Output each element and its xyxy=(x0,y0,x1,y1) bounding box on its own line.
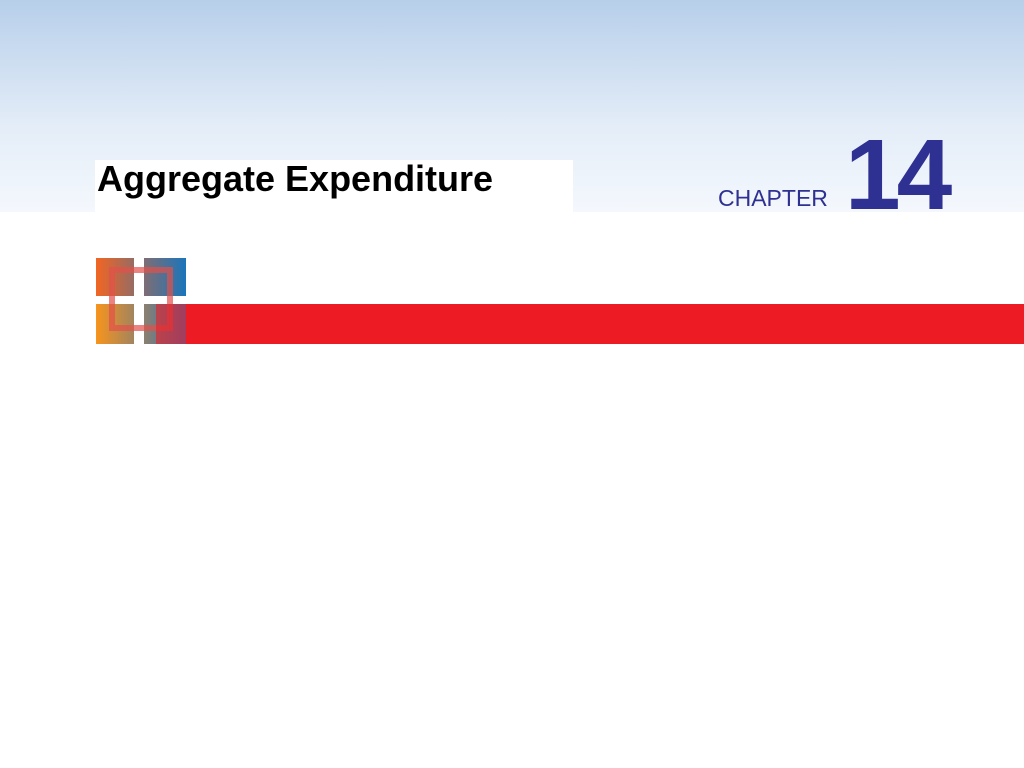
chapter-number: 14 xyxy=(845,119,952,231)
chapter-label: CHAPTER xyxy=(718,185,828,211)
slide-title: Aggregate Expenditure xyxy=(97,158,494,199)
title-box xyxy=(95,160,573,212)
logo xyxy=(96,258,186,344)
red-band xyxy=(180,304,1024,344)
